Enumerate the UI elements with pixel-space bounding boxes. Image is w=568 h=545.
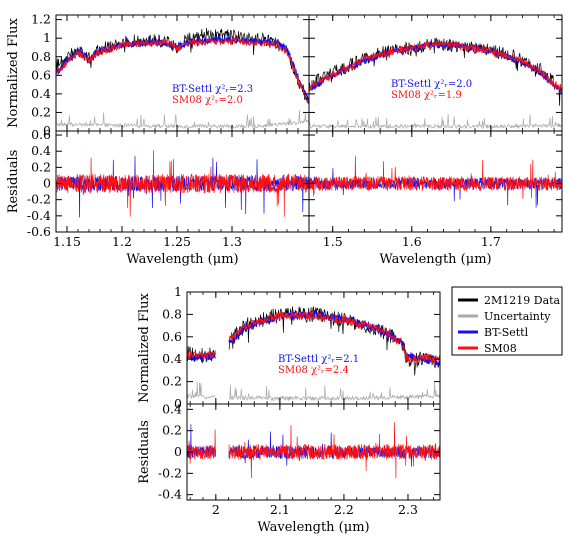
panel-K-flux-ytick-label: 0.4 [162,351,182,366]
panel-J-xtick-label: 1.2 [112,234,132,249]
panel-K-res-ytick-label: 0 [174,444,182,459]
panel-J-res-ytick-label: -0.6 [27,224,51,239]
panel-K-flux-ytick-label: 1 [174,284,182,299]
panel-H-xtick-label: 1.7 [481,234,501,249]
panel-K-flux-ytick-label: 0.6 [162,329,182,344]
panel-K-res-ytick-label: 0.4 [162,401,182,416]
panel-K-xtick-label: 2.3 [398,502,418,517]
panel-J-res-ytick-label: 0.2 [31,159,51,174]
panel-J-xtick-label: 1.3 [222,234,242,249]
panel-J-flux-ytick-label: 0.6 [31,67,51,82]
panel-J-series-uncertainty [56,110,309,130]
panel-K-series-sm08 [187,309,440,365]
legend-label-sm08: SM08 [484,342,517,355]
panel-K: 2 2.1 2.2 2.3 0 0.2 0.4 0.6 0.8 1 -0.4 -0.2 0 0.2 0.4 W… [137,284,441,535]
panel-K-annotation-sm08: SM08 χ²ᵣ=2.4 [278,365,349,376]
panel-J-annotation-sm08: SM08 χ²ᵣ=2.0 [172,95,243,106]
panel-J-res-ytick-label: -0.4 [27,208,51,223]
panel-H-plot-area [309,37,562,208]
panel-K-flux-ytick-label: 0.2 [162,374,182,389]
panel-J-flux-ytick-label: 1.2 [31,12,51,27]
panel-H: 1.5 1.6 1.7 Wavelength (μm) BT-Settl χ²ᵣ=2.0… [308,14,563,267]
panel-J-res-ytick-label: 0.4 [31,143,51,158]
panel-H-annotation-bt-settl: BT-Settl χ²ᵣ=2.0 [391,79,472,90]
panel-H-residual-sm08 [309,155,562,199]
legend-label-bt-settl: BT-Settl [484,326,529,339]
panel-J-res-ylabel: Residuals [6,150,21,214]
panel-K-res-ytick-label: -0.2 [158,465,182,480]
panel-J-res-ytick-label: 0 [43,176,51,191]
panel-K-xlabel: Wavelength (μm) [257,520,369,535]
legend: 2M1219 Data Uncertainty BT-Settl SM08 [451,286,563,356]
panel-J-series-sm08 [56,36,309,103]
panel-J-flux-ytick-label: 0 [43,123,51,138]
legend-box [451,286,563,356]
legend-label-uncertainty: Uncertainty [484,310,551,323]
panel-K-flux-ytick-label: 0 [174,396,182,411]
panel-J-flux-ylabel: Normalized Flux [6,17,21,127]
panel-J-flux-ytick-label: 0.4 [31,86,51,101]
panel-K-res-ytick-label: 0.2 [162,423,182,438]
panel-J-flux-ytick-label: 1 [43,30,51,45]
panel-J-flux-ytick-label: 0.2 [31,104,51,119]
panel-H-xtick-label: 1.6 [402,234,422,249]
panel-K-xtick-label: 2.2 [334,502,354,517]
panel-K-series-uncertainty [187,382,440,402]
panel-J-xlabel: Wavelength (μm) [126,252,238,267]
panel-K-annotation-bt-settl: BT-Settl χ²ᵣ=2.1 [278,354,359,365]
legend-label-data: 2M1219 Data [484,294,561,307]
panel-K-plot-area [187,306,440,479]
panel-H-annotation-sm08: SM08 χ²ᵣ=1.9 [391,90,462,101]
panel-J-plot-area [56,27,309,218]
panel-H-xtick-label: 1.5 [323,234,343,249]
panel-K-xtick-label: 2 [212,502,220,517]
panel-J-residual-sm08 [56,150,309,217]
panel-K-flux-ytick-label: 0.8 [162,306,182,321]
panel-J-xtick-label: 1.25 [163,234,191,249]
panel-J-res-ytick-label: -0.2 [27,192,51,207]
panel-H-series-sm08 [309,39,562,95]
panel-K-xtick-label: 2.1 [270,502,290,517]
panel-K-flux-ylabel: Normalized Flux [137,292,152,402]
panel-J-xtick-label: 1.15 [53,234,81,249]
panel-H-xlabel: Wavelength (μm) [379,252,491,267]
panel-K-res-ylabel: Residuals [137,420,152,484]
panel-K-res-ytick-label: -0.4 [158,487,182,502]
panel-J-flux-ytick-label: 0.8 [31,49,51,64]
panel-K-residual-sm08 [187,422,440,479]
panel-J-res-ytick-label: 0.6 [31,127,51,142]
panel-J-annotation-bt-settl: BT-Settl χ²ᵣ=2.3 [172,84,253,95]
panel-H-series-uncertainty [309,113,562,130]
panel-J: 1.15 1.2 1.25 1.300.20.40.60.811.2-0.6-0.4-… [6,12,310,267]
panel-H-residual-frame [308,130,563,233]
